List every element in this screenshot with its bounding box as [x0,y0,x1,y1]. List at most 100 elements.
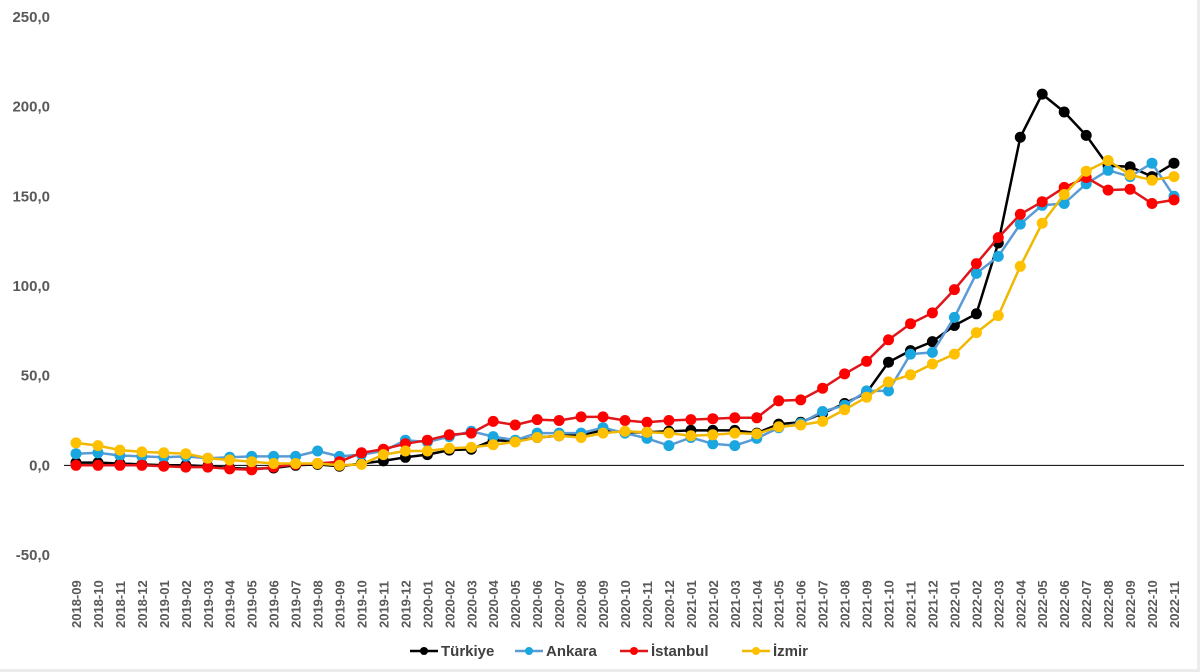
series-line [75,161,1176,460]
data-point [641,426,653,438]
x-tick-label: 2018-11 [113,581,128,628]
legend-item: İzmir [742,643,808,660]
data-point [268,458,280,469]
data-point [795,394,807,406]
legend-label: Türkiye [441,643,494,660]
data-point [707,438,719,450]
data-point [487,415,499,427]
x-tick-label: 2021-09 [860,580,875,628]
data-point [1124,169,1136,181]
data-point [948,348,960,360]
frame-edge-right [1197,0,1200,672]
x-tick-label: 2022-01 [947,580,962,628]
data-point [839,404,851,416]
x-tick-label: 2021-01 [684,580,699,628]
data-point [926,307,938,319]
data-point [377,449,389,461]
data-point [1124,161,1136,173]
x-tick-label: 2021-05 [772,580,787,628]
data-point [1058,189,1070,200]
data-point [290,458,302,469]
x-tick-label: 2019-04 [223,580,238,628]
x-tick-label: 2021-10 [882,580,897,628]
data-point [883,334,894,346]
data-point [663,415,675,426]
data-point [970,258,982,270]
x-tick-label: 2019-07 [289,580,304,628]
data-point [421,445,433,457]
y-tick-label: 150,0 [12,188,50,205]
data-point [905,369,916,381]
x-tick-label: 2020-06 [530,580,545,628]
data-point [663,427,675,439]
data-point [1014,260,1026,272]
x-tick-label: 2020-01 [420,580,435,628]
data-point [399,445,411,457]
data-point [1146,157,1158,169]
x-tick-label: 2021-03 [728,580,743,628]
data-point [992,232,1004,244]
data-point [1036,217,1048,229]
data-point [1146,174,1158,186]
legend-item: Ankara [515,643,598,660]
data-point [992,250,1004,262]
data-point [224,463,236,475]
x-tick-label: 2022-05 [1035,580,1050,628]
x-tick-label: 2019-08 [311,580,326,628]
x-tick-label: 2020-09 [596,580,611,628]
x-tick-label: 2020-07 [552,580,567,628]
x-tick-label: 2022-07 [1079,580,1094,628]
x-tick-label: 2021-07 [816,580,831,628]
x-tick-label: 2022-10 [1145,580,1160,628]
data-point [158,460,170,472]
data-point [1146,198,1158,209]
y-tick-label: 250,0 [12,9,50,26]
x-tick-label: 2022-03 [991,580,1006,628]
data-point [1080,129,1092,141]
series-line [76,92,1175,471]
x-tick-label: 2019-12 [398,580,413,628]
y-tick-label: -50,0 [16,547,50,564]
data-point [70,459,82,471]
series-3 [70,155,1180,471]
x-tick-label: 2019-01 [157,580,172,628]
data-point [158,447,170,459]
data-point [92,440,104,452]
x-axis: 2018-09 2018-10 2018-11 2018-12 2019-01 2019-… [69,580,1182,628]
data-point [575,411,587,423]
data-point [312,445,324,457]
x-tick-label: 2018-10 [91,580,106,628]
x-tick-label: 2022-09 [1123,580,1138,628]
data-point [509,436,521,448]
data-point [312,458,324,469]
x-tick-label: 2022-08 [1101,580,1116,628]
data-point [817,415,829,427]
x-tick-label: 2020-12 [662,580,677,628]
data-point [1102,155,1114,166]
y-tick-label: 0,0 [29,457,50,474]
data-point [970,267,982,279]
series-group [70,88,1180,476]
x-tick-label: 2018-12 [135,580,150,628]
legend-label: İzmir [773,643,808,660]
data-point [531,414,543,426]
data-point [224,454,236,466]
data-point [619,425,631,437]
data-point [729,427,741,439]
data-point [926,336,938,348]
data-point [180,461,192,473]
legend-marker [630,647,638,655]
data-point [707,429,719,441]
x-tick-label: 2022-06 [1057,580,1072,628]
data-point [70,437,82,449]
y-tick-label: 50,0 [21,368,50,385]
x-tick-label: 2019-11 [376,581,391,628]
data-point [1014,218,1026,230]
x-tick-label: 2019-05 [245,580,260,628]
data-point [948,311,960,323]
data-point [883,376,894,388]
x-tick-label: 2021-06 [794,580,809,628]
x-tick-label: 2019-10 [354,580,369,628]
data-point [773,421,785,433]
